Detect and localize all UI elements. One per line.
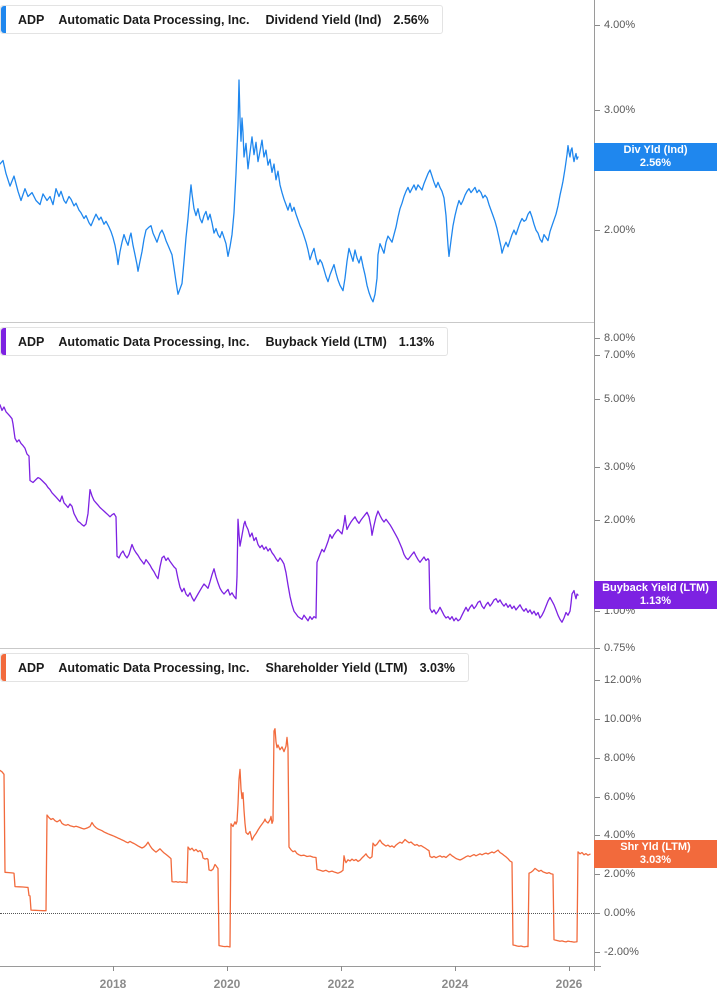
x-axis-year-label: 2022 (327, 977, 355, 991)
y-tick-mark (595, 797, 600, 798)
y-tick-mark (595, 952, 600, 953)
y-tick-label: 5.00% (604, 393, 636, 405)
company-name: Automatic Data Processing, Inc. (58, 334, 250, 349)
series-line (0, 728, 591, 948)
y-tick-label: 8.00% (604, 332, 636, 344)
y-tick-mark (595, 520, 600, 521)
y-tick-mark (595, 835, 600, 836)
y-tick-mark (595, 355, 600, 356)
badge-value: 2.56% (639, 157, 672, 169)
legend-dividend-yield[interactable]: ADP Automatic Data Processing, Inc. Divi… (0, 5, 443, 34)
y-tick-mark (595, 110, 600, 111)
y-tick-mark (595, 467, 600, 468)
series-color-bar (1, 654, 6, 681)
y-tick-mark (595, 874, 600, 875)
metric-name: Dividend Yield (Ind) (265, 12, 382, 27)
x-axis-year-label: 2024 (441, 977, 469, 991)
y-tick-label: 12.00% (604, 674, 642, 686)
ticker-label: ADP (18, 660, 45, 675)
badge-value: 1.13% (639, 595, 672, 607)
metric-name: Buyback Yield (LTM) (265, 334, 387, 349)
legend-buyback-yield[interactable]: ADP Automatic Data Processing, Inc. Buyb… (0, 327, 449, 356)
y-tick-label: -2.00% (604, 946, 639, 958)
right-axis-line (594, 0, 595, 971)
buyback-yield-plot[interactable] (0, 322, 594, 648)
y-tick-label: 7.00% (604, 349, 636, 361)
y-tick-mark (595, 230, 600, 231)
ticker-label: ADP (18, 334, 45, 349)
y-tick-label: 4.00% (604, 19, 636, 31)
bottom-axis-line (0, 966, 601, 967)
y-tick-mark (595, 25, 600, 26)
chart-separator (0, 648, 594, 649)
metric-value: 2.56% (393, 12, 429, 27)
badge-label: Buyback Yield (LTM) (602, 582, 709, 594)
ticker-label: ADP (18, 12, 45, 27)
company-name: Automatic Data Processing, Inc. (58, 660, 250, 675)
y-tick-mark (595, 611, 600, 612)
y-tick-label: 6.00% (604, 791, 636, 803)
badge-value: 3.03% (639, 854, 672, 866)
shareholder-yield-plot[interactable] (0, 648, 594, 966)
y-tick-label: 3.00% (604, 461, 636, 473)
x-axis-year-label: 2026 (555, 977, 583, 991)
y-tick-label: 8.00% (604, 752, 636, 764)
company-name: Automatic Data Processing, Inc. (58, 12, 250, 27)
series-line (0, 404, 579, 623)
last-value-badge-dividend: Div Yld (Ind) 2.56% (594, 143, 717, 171)
y-tick-mark (595, 913, 600, 914)
x-tick-mark (341, 966, 342, 971)
metric-value: 1.13% (398, 334, 435, 349)
y-tick-label: 2.00% (604, 514, 636, 526)
y-tick-mark (595, 758, 600, 759)
y-tick-label: 0.00% (604, 907, 636, 919)
y-tick-label: 4.00% (604, 829, 636, 841)
y-tick-mark (595, 680, 600, 681)
y-tick-mark (595, 338, 600, 339)
y-tick-label: 2.00% (604, 868, 636, 880)
chart-separator (0, 322, 594, 323)
series-color-bar (1, 328, 6, 355)
badge-label: Shr Yld (LTM) (620, 841, 691, 853)
last-value-badge-shareholder: Shr Yld (LTM) 3.03% (594, 840, 717, 868)
series-color-bar (1, 6, 6, 33)
zero-reference-line (0, 913, 594, 914)
metric-name: Shareholder Yield (LTM) (265, 660, 408, 675)
y-tick-label: 2.00% (604, 224, 636, 236)
y-tick-mark (595, 648, 600, 649)
y-tick-mark (595, 399, 600, 400)
y-tick-label: 0.75% (604, 642, 636, 654)
x-tick-mark (113, 966, 114, 971)
y-tick-label: 3.00% (604, 104, 636, 116)
dividend-yield-plot[interactable] (0, 0, 594, 322)
badge-label: Div Yld (Ind) (623, 144, 688, 156)
metric-value: 3.03% (419, 660, 456, 675)
legend-shareholder-yield[interactable]: ADP Automatic Data Processing, Inc. Shar… (0, 653, 470, 682)
x-tick-mark (227, 966, 228, 971)
x-axis-year-label: 2020 (213, 977, 241, 991)
y-tick-mark (595, 719, 600, 720)
x-tick-mark (455, 966, 456, 971)
x-axis-year-label: 2018 (99, 977, 127, 991)
last-value-badge-buyback: Buyback Yield (LTM) 1.13% (594, 581, 717, 609)
x-tick-mark (569, 966, 570, 971)
series-line (0, 79, 579, 303)
y-tick-label: 10.00% (604, 713, 642, 725)
